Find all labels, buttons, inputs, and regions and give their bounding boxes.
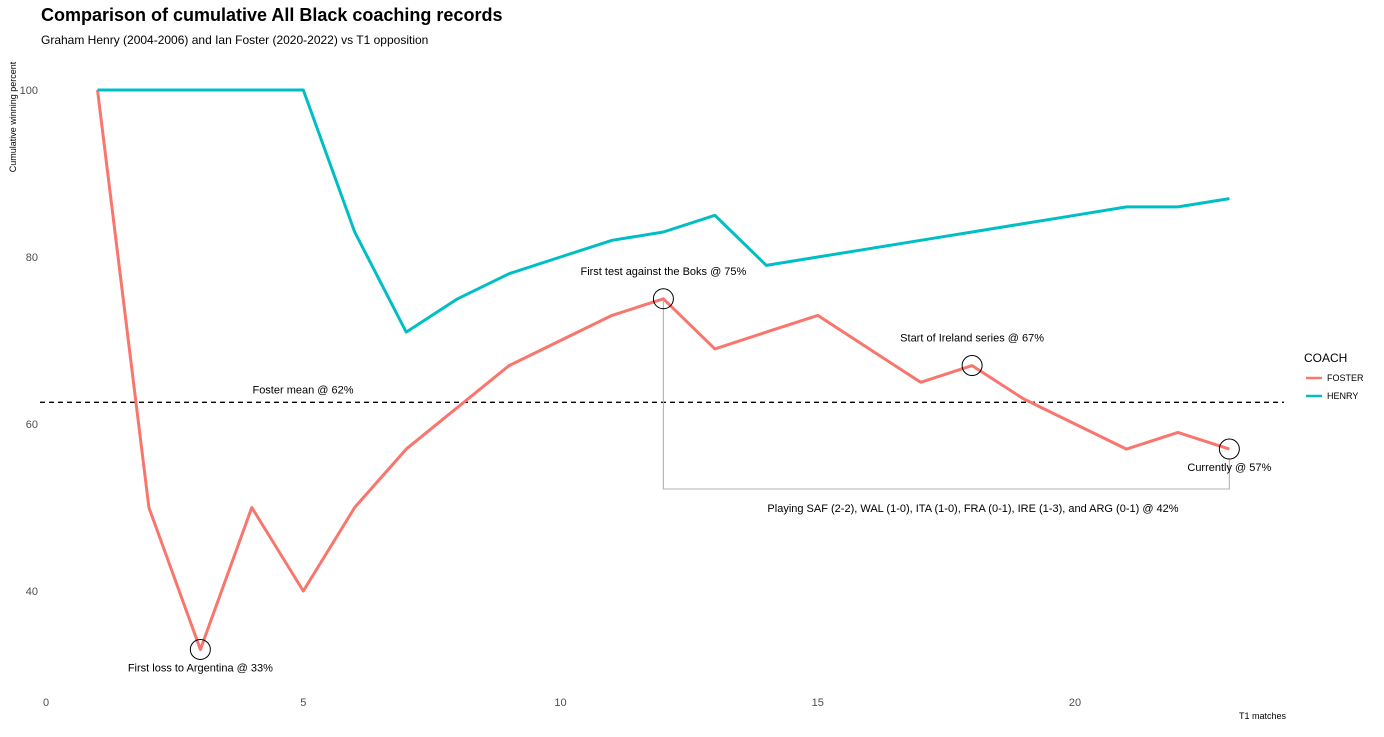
x-tick-label: 15 (812, 697, 824, 709)
series-lines (96, 88, 1230, 651)
annotation-circle (1218, 438, 1240, 460)
annotation-label: Currently @ 57% (1187, 462, 1271, 474)
y-tick-label: 40 (26, 586, 38, 598)
y-axis-ticks: 40 60 80 100 (20, 85, 38, 598)
x-axis-title: T1 matches (1239, 711, 1287, 721)
y-tick-label: 60 (26, 419, 38, 431)
x-axis-ticks: 0 5 10 15 20 (43, 697, 1081, 709)
y-tick-label: 80 (26, 252, 38, 264)
x-tick-label: 5 (300, 697, 306, 709)
series-line-foster (96, 89, 1230, 651)
foster-mean-label: Foster mean @ 62% (252, 384, 353, 396)
x-tick-label: 20 (1069, 697, 1081, 709)
legend-henry-label: HENRY (1327, 391, 1358, 401)
annotation-label: Start of Ireland series @ 67% (900, 333, 1044, 345)
annotation-label: First loss to Argentina @ 33% (128, 662, 273, 674)
annotation-label: First test against the Boks @ 75% (580, 266, 746, 278)
legend-title: COACH (1304, 351, 1347, 365)
bracket-line (662, 298, 1230, 490)
annotation-circle (961, 355, 983, 377)
chart-title: Comparison of cumulative All Black coach… (41, 5, 503, 25)
x-tick-label: 0 (43, 697, 49, 709)
x-tick-label: 10 (554, 697, 566, 709)
annotation-circle (652, 288, 674, 310)
bracket-label: Playing SAF (2-2), WAL (1-0), ITA (1-0),… (767, 503, 1178, 515)
legend: COACH FOSTER HENRY (1304, 351, 1364, 401)
y-axis-title: Cumulative winning percent (8, 61, 18, 172)
legend-foster-label: FOSTER (1327, 373, 1364, 383)
y-tick-label: 100 (20, 85, 38, 97)
chart-subtitle: Graham Henry (2004-2006) and Ian Foster … (41, 33, 429, 47)
annotations: First loss to Argentina @ 33% First test … (128, 266, 1272, 675)
series-line-henry (97, 88, 1230, 334)
annotation-circle (189, 638, 211, 660)
